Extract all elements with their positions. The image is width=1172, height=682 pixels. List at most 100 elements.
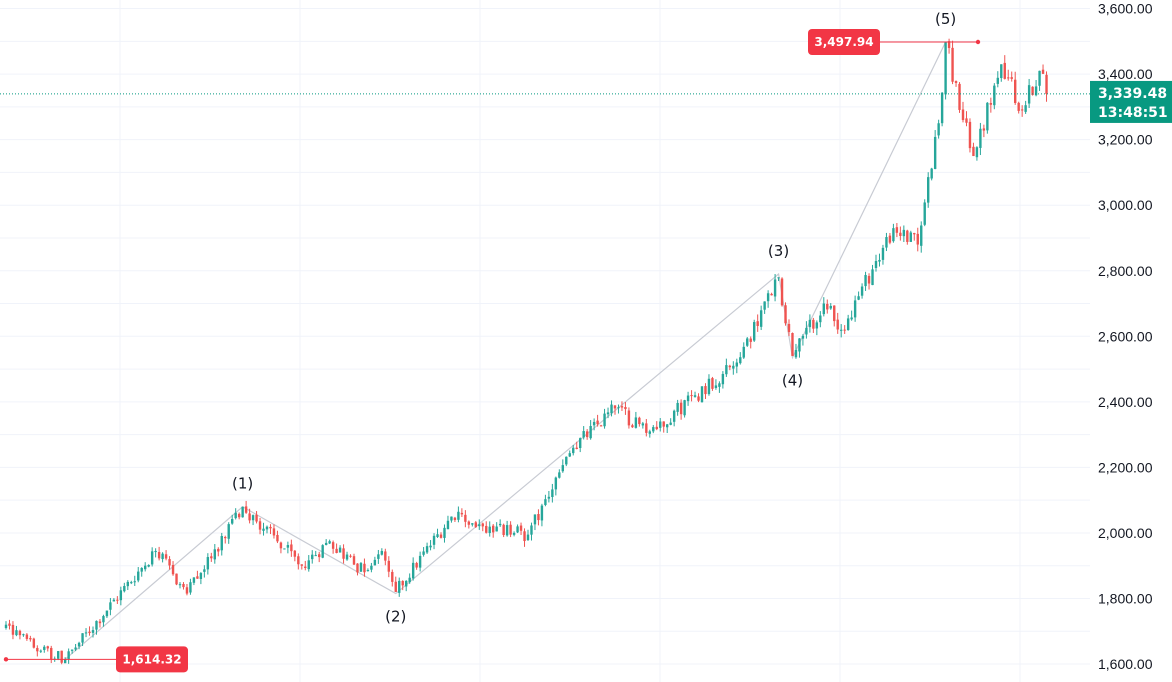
candle	[565, 456, 568, 467]
candle-body	[220, 536, 223, 551]
candle-body	[4, 624, 8, 628]
candle	[791, 332, 794, 356]
candle-body	[1045, 74, 1048, 94]
candle	[140, 567, 143, 577]
y-axis-tick-label: 2,400.00	[1098, 394, 1153, 410]
candle	[652, 425, 655, 434]
candle	[171, 561, 175, 576]
candle	[878, 253, 881, 267]
candle-body	[523, 531, 526, 542]
candle	[8, 619, 11, 630]
candle-body	[342, 548, 345, 559]
candle-body	[1017, 102, 1020, 111]
candle-body	[251, 515, 255, 521]
candle	[57, 650, 60, 661]
candle-body	[105, 610, 109, 617]
candle-body	[123, 585, 126, 592]
candle-body	[867, 275, 871, 284]
candle	[258, 518, 262, 535]
candle-body	[721, 373, 725, 385]
candle	[29, 635, 32, 642]
candle-body	[686, 395, 690, 402]
y-axis-tick-label: 2,800.00	[1098, 263, 1153, 279]
candle-body	[81, 633, 84, 643]
candle-body	[39, 650, 42, 652]
candle	[498, 519, 502, 527]
candle	[130, 580, 133, 585]
candle	[739, 352, 742, 365]
elliott-wave-labels: (1) (2) (3) (4) (5)	[232, 10, 956, 626]
candle	[234, 508, 237, 520]
candle-body	[892, 228, 895, 242]
candle-body	[853, 300, 857, 318]
candle-body	[394, 581, 397, 592]
candle	[961, 101, 965, 123]
candle	[940, 92, 944, 127]
candle	[502, 523, 505, 538]
candle-body	[164, 554, 168, 559]
candle-body	[829, 305, 832, 309]
candle	[345, 551, 349, 561]
candle	[168, 556, 171, 570]
candle-body	[290, 544, 293, 552]
candle	[610, 400, 613, 417]
candle	[1000, 64, 1003, 82]
candle-body	[540, 505, 544, 521]
candle-body	[874, 260, 878, 268]
candle	[704, 383, 707, 400]
candle-body	[568, 453, 571, 457]
candle-body	[954, 81, 958, 83]
candle-body	[958, 83, 961, 110]
price-flag: 1,614.32	[3, 646, 188, 673]
candle-body	[773, 279, 777, 297]
candle	[982, 124, 986, 138]
candle-body	[175, 573, 178, 585]
candle	[307, 555, 310, 572]
candle	[366, 568, 370, 572]
candle	[572, 444, 575, 456]
candle	[175, 573, 178, 586]
candle-body	[338, 547, 342, 553]
candle-body	[345, 554, 349, 560]
candle-body	[704, 386, 707, 395]
candle	[697, 393, 700, 403]
candle	[154, 548, 157, 558]
candle-body	[739, 357, 742, 364]
candle	[39, 649, 42, 654]
candle	[672, 409, 676, 427]
candle	[25, 633, 29, 641]
candle	[763, 301, 766, 314]
candle	[1007, 69, 1010, 81]
candle-body	[596, 420, 599, 425]
price-flag-label: 3,497.94	[814, 35, 873, 49]
candle-body	[446, 520, 450, 530]
candle-body	[335, 548, 338, 553]
candle	[1038, 70, 1041, 91]
candle	[742, 342, 745, 359]
candle-body	[300, 564, 303, 566]
candle-body	[116, 599, 119, 601]
candle-body	[126, 581, 129, 587]
candle-body	[405, 580, 408, 587]
candle	[300, 564, 303, 570]
candle-body	[130, 582, 133, 584]
candle	[203, 565, 206, 578]
candle-body	[516, 526, 519, 533]
candle-body	[756, 321, 759, 326]
candle	[753, 319, 756, 342]
candle	[780, 277, 784, 307]
candle	[321, 544, 324, 559]
candle	[18, 629, 22, 640]
candle-body	[241, 506, 244, 518]
y-axis-labels: 1,600.00 1,800.00 2,000.00 2,200.00 2,400.00…	[1098, 1, 1153, 672]
candle-body	[248, 513, 251, 521]
candle-body	[32, 638, 36, 648]
candle-body	[481, 523, 484, 527]
candle	[732, 361, 735, 375]
candle	[269, 524, 272, 535]
candle-body	[770, 293, 773, 296]
candle-body	[307, 560, 310, 570]
candle	[290, 539, 293, 557]
candle	[126, 580, 129, 590]
